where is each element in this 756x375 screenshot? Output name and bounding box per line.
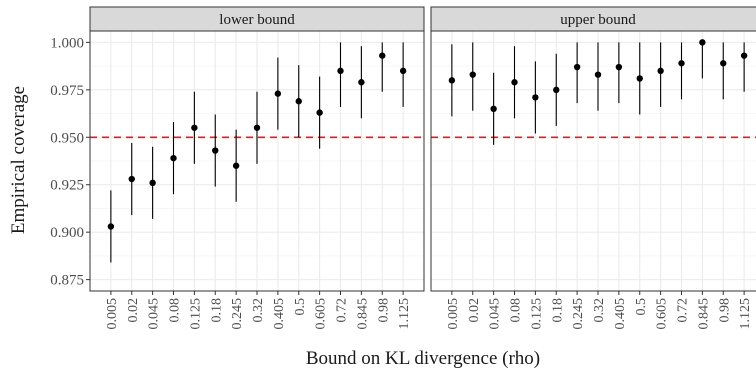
y-axis-title: Empirical coverage — [8, 86, 29, 234]
x-tick-label: 0.08 — [509, 298, 524, 323]
x-tick-label: 0.405 — [613, 298, 628, 330]
facet-strip-label: lower bound — [219, 12, 295, 28]
y-tick-label: 0.925 — [50, 178, 84, 194]
data-point — [615, 63, 623, 71]
x-tick-label: 0.18 — [550, 298, 565, 323]
data-point — [170, 154, 177, 162]
x-tick-label: 0.72 — [335, 298, 350, 323]
x-tick-label: 0.605 — [314, 298, 329, 330]
y-tick-label: 0.900 — [50, 225, 84, 241]
facet-panel-2: upper bound 0.005 0.02 0.045 0.08 0.125 0.18 0.… — [430, 6, 756, 330]
x-tick-label: 0.405 — [272, 298, 287, 330]
data-point — [448, 77, 456, 84]
data-point — [469, 71, 476, 78]
x-tick-label: 0.08 — [168, 298, 183, 323]
y-tick-label: 0.975 — [50, 83, 84, 99]
data-point — [573, 63, 581, 71]
data-point — [657, 67, 664, 75]
facet-strip — [430, 6, 756, 32]
data-point — [337, 67, 344, 75]
data-point — [253, 124, 261, 131]
x-tick-label: 0.02 — [126, 298, 141, 323]
data-point — [274, 90, 282, 97]
y-tick-label: 1.000 — [50, 35, 84, 51]
x-tick-label: 0.245 — [571, 298, 586, 330]
data-point — [358, 79, 365, 86]
data-point — [678, 60, 685, 67]
data-point — [212, 147, 219, 154]
x-tick-label: 0.98 — [376, 298, 391, 323]
x-tick-label: 0.98 — [717, 298, 732, 323]
data-point — [532, 94, 539, 101]
x-tick-label: 0.605 — [655, 298, 670, 330]
x-tick-label: 0.32 — [251, 298, 266, 323]
x-tick-label: 0.045 — [488, 298, 503, 330]
data-point — [295, 98, 302, 105]
x-tick-label: 0.125 — [529, 298, 544, 330]
x-tick-label: 0.845 — [355, 298, 370, 330]
data-point — [740, 52, 748, 59]
x-tick-label: 0.125 — [188, 298, 203, 330]
x-tick-label: 0.32 — [592, 298, 607, 323]
x-tick-label: 0.72 — [676, 298, 691, 323]
data-point — [191, 124, 198, 131]
x-tick-label: 0.18 — [209, 298, 224, 323]
x-axis-title: Bound on KL divergence (rho) — [306, 348, 540, 369]
x-tick-label: 0.5 — [293, 298, 308, 316]
x-tick-label: 0.845 — [696, 298, 711, 330]
data-point — [399, 67, 407, 75]
x-tick-label: 0.005 — [446, 298, 461, 330]
x-tick-label: 0.245 — [230, 298, 245, 330]
x-tick-label: 0.02 — [467, 298, 482, 323]
x-tick-label: 1.125 — [738, 298, 753, 330]
facet-panel-1: lower bound 0.005 0.02 0.045 0.08 0.125 0.18 0.… — [50, 6, 425, 330]
data-point — [490, 105, 497, 113]
data-point — [379, 52, 386, 59]
data-point — [128, 175, 135, 183]
data-point — [232, 162, 240, 169]
data-point — [594, 71, 602, 78]
y-tick-label: 0.875 — [50, 273, 84, 289]
data-point — [636, 75, 643, 82]
facet-strip-label: upper bound — [560, 12, 636, 28]
x-tick-label: 0.045 — [147, 298, 162, 330]
data-point — [149, 179, 156, 187]
x-tick-label: 0.005 — [105, 298, 120, 330]
x-tick-label: 1.125 — [397, 298, 412, 330]
x-tick-label: 0.5 — [634, 298, 649, 316]
data-point — [553, 86, 560, 94]
data-point — [720, 60, 727, 67]
data-point — [511, 79, 518, 86]
y-tick-label: 0.950 — [50, 130, 84, 146]
data-point — [107, 223, 115, 230]
data-point — [699, 39, 706, 46]
facet-strip — [89, 6, 425, 32]
data-point — [316, 109, 323, 116]
